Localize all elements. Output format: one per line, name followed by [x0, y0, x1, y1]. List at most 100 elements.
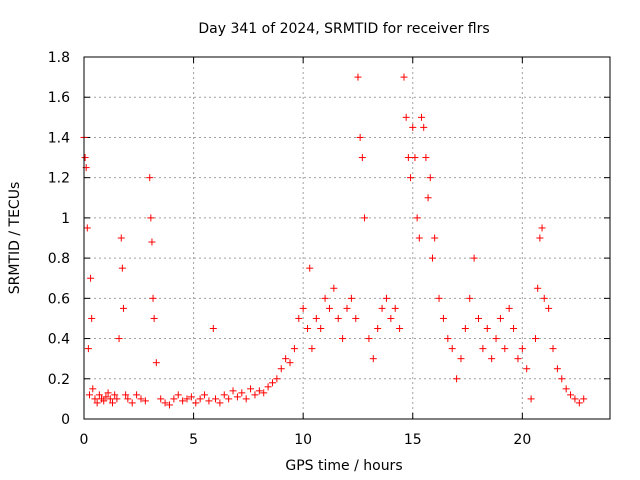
x-tick-label: 10	[294, 432, 312, 448]
data-point	[286, 359, 294, 367]
data-point	[448, 345, 456, 353]
chart-title: Day 341 of 2024, SRMTID for receiver flr…	[198, 21, 489, 37]
data-point	[122, 391, 130, 399]
data-point	[347, 294, 355, 302]
data-point	[268, 379, 276, 387]
data-point	[91, 395, 99, 403]
data-point	[531, 335, 539, 343]
data-point	[382, 294, 390, 302]
data-point	[444, 335, 452, 343]
y-tick-label: 1.8	[48, 50, 70, 66]
data-point	[330, 284, 338, 292]
data-point	[192, 399, 200, 407]
data-point	[149, 294, 157, 302]
data-point	[501, 345, 509, 353]
data-point	[549, 345, 557, 353]
data-point	[479, 345, 487, 353]
data-point	[470, 254, 478, 262]
data-point	[420, 123, 428, 131]
data-point	[492, 335, 500, 343]
data-point	[418, 113, 426, 121]
data-point	[407, 174, 415, 182]
data-point	[88, 314, 96, 322]
y-axis-title: SRMTID / TECUs	[7, 182, 23, 295]
data-point	[317, 325, 325, 332]
data-point	[242, 395, 250, 403]
data-point	[225, 395, 233, 403]
data-point	[580, 395, 588, 403]
data-point	[391, 304, 399, 312]
data-point	[453, 375, 461, 383]
data-point	[306, 264, 314, 272]
data-point	[488, 355, 496, 363]
data-point	[205, 397, 213, 405]
data-point	[133, 391, 141, 399]
data-point	[354, 73, 362, 81]
data-point	[361, 214, 369, 222]
data-point	[111, 391, 119, 399]
data-point	[404, 154, 412, 162]
data-point	[108, 399, 116, 407]
data-point	[510, 325, 518, 332]
data-point	[196, 395, 204, 403]
data-point	[567, 391, 575, 399]
data-point	[496, 314, 504, 322]
data-point	[475, 314, 482, 322]
data-point	[435, 294, 443, 302]
data-point	[106, 395, 114, 403]
data-point	[95, 391, 103, 399]
data-point	[295, 314, 303, 322]
data-point	[304, 325, 312, 332]
data-point	[534, 284, 542, 292]
data-point	[352, 314, 360, 322]
data-point	[238, 389, 246, 397]
data-point	[422, 154, 430, 162]
data-point	[374, 325, 382, 332]
data-point	[93, 399, 101, 407]
data-point	[415, 234, 423, 242]
data-point	[356, 133, 364, 141]
data-point	[378, 304, 386, 312]
y-tick-label: 0.4	[48, 332, 70, 348]
data-point	[251, 391, 259, 399]
data-point	[161, 399, 169, 407]
data-point	[523, 365, 531, 373]
data-point	[365, 335, 373, 343]
data-point	[325, 304, 333, 312]
data-point	[83, 224, 91, 232]
y-tick-label: 1.2	[48, 171, 70, 187]
data-point	[321, 294, 329, 302]
data-point	[100, 397, 108, 405]
data-point	[575, 399, 583, 407]
data-point	[277, 365, 285, 373]
data-point	[312, 314, 320, 322]
x-tick-label: 0	[80, 432, 89, 448]
data-point	[431, 234, 439, 242]
data-point	[426, 174, 434, 182]
data-point	[220, 391, 228, 399]
data-point	[411, 154, 419, 162]
data-point	[260, 389, 268, 397]
data-point	[87, 274, 95, 282]
data-point	[124, 395, 132, 403]
grid	[84, 57, 610, 419]
data-point	[483, 325, 491, 332]
data-point	[409, 123, 417, 131]
data-point	[115, 335, 123, 343]
data-point	[117, 234, 125, 242]
data-point	[538, 224, 546, 232]
data-point	[137, 395, 145, 403]
data-point	[396, 325, 404, 332]
data-point	[282, 355, 290, 363]
data-point	[152, 359, 160, 367]
plot-frame	[83, 56, 611, 420]
y-tick-label: 0.2	[48, 372, 70, 388]
data-point	[216, 399, 224, 407]
data-point	[299, 304, 307, 312]
data-point	[102, 393, 110, 401]
data-point	[187, 393, 195, 401]
data-point	[264, 383, 272, 391]
data-point	[343, 304, 351, 312]
data-point	[148, 238, 156, 246]
